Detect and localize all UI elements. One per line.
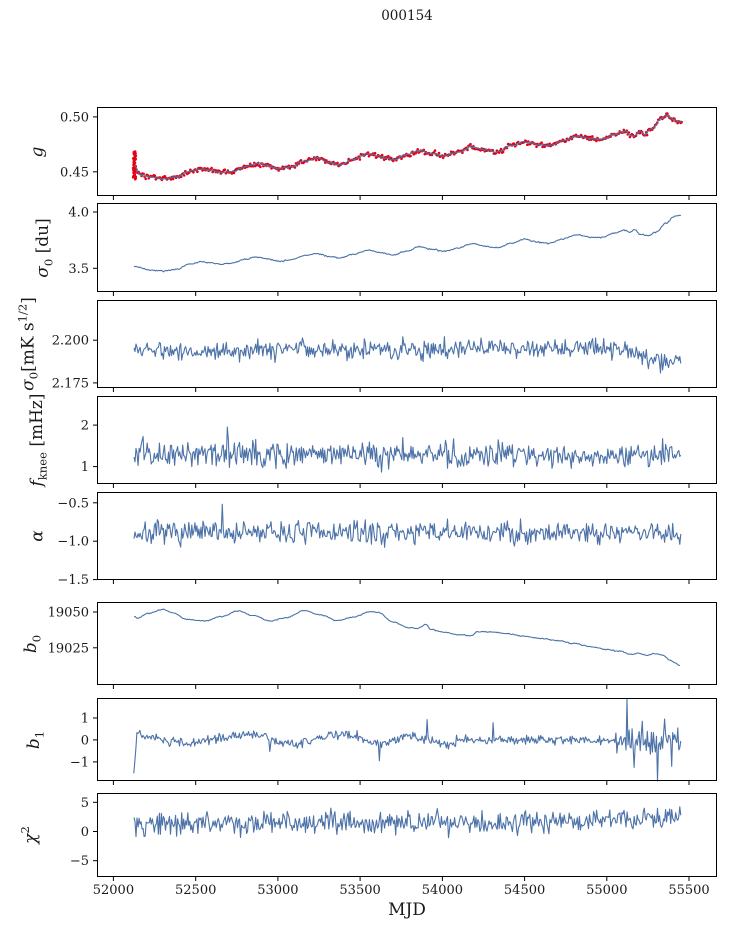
series-line-chi2 (133, 806, 682, 839)
plot-g: 0.50 0.45 (60, 107, 717, 200)
plot-b1: 1 0 −1 (70, 698, 717, 785)
x-axis-label: MJD (388, 900, 426, 920)
axes-frame (97, 396, 717, 484)
x-tick-label: 54000 (422, 883, 463, 898)
y-tick-label: 2.200 (52, 334, 89, 349)
y-tick-label: 0 (81, 733, 89, 748)
y-tick-label: 0.50 (60, 110, 89, 125)
axes-frame (97, 300, 717, 388)
y-axis-label-chi2: χ2 (18, 826, 41, 844)
y-axis-label-alpha: α (27, 530, 48, 542)
y-tick-label: 1 (81, 712, 89, 727)
panel-sigma0-mk: 2.200 2.175 (52, 300, 717, 392)
plot-fknee: 21 (81, 396, 717, 488)
y-axis-label-sigma0-du: σ0 [du] (33, 217, 56, 278)
y-tick-label: 0.45 (60, 165, 89, 180)
y-tick-label: −0.5 (57, 496, 89, 511)
x-tick-label: 54500 (504, 883, 545, 898)
y-tick-label: 19050 (48, 606, 89, 621)
figure-title: 000154 (381, 8, 433, 24)
y-axis-label-b0: b0 (21, 634, 44, 653)
axes-frame (97, 698, 717, 781)
series-line-sigma0-du (133, 214, 682, 273)
plot-sigma0-du: 4.0 3.5 (68, 203, 717, 296)
x-tick-label: 55000 (586, 883, 627, 898)
y-tick-label: 1 (81, 460, 89, 475)
panel-chi2: 52000 52500 53000 53500 54000 54500 55000 55500… (70, 793, 717, 898)
panel-sigma0-du: 4.0 3.5 (68, 203, 717, 296)
series-line-fknee (133, 426, 682, 473)
plot-chi2: 52000 52500 53000 53500 54000 54500 55000 55500… (70, 793, 717, 898)
x-tick-label: 53500 (339, 883, 380, 898)
x-tick-label: 52500 (175, 883, 216, 898)
series-line-b0 (133, 608, 681, 666)
y-tick-label: −1 (70, 755, 89, 770)
y-axis-label-b1: b1 (24, 730, 47, 749)
y-tick-label: 0 (81, 825, 89, 840)
y-tick-label: 3.5 (68, 262, 89, 277)
plot-b0: 19050 19025 (48, 602, 717, 689)
axes-frame (97, 203, 717, 292)
x-tick-label: 55500 (668, 883, 709, 898)
series-line-g (134, 114, 682, 180)
axes-frame (97, 602, 717, 685)
x-tick-label: 53000 (257, 883, 298, 898)
y-tick-label: 2 (81, 419, 89, 434)
y-tick-label: 5 (81, 796, 89, 811)
y-tick-label: 19025 (48, 641, 89, 656)
axes-frame (97, 107, 717, 196)
y-axis-label-sigma0-mk: σ0[mK s1/2] (15, 297, 41, 391)
panel-alpha: −0.5 −1.0 −1.5 (57, 492, 717, 588)
panel-b0: 19050 19025 (48, 602, 717, 689)
series-line-alpha (133, 503, 682, 548)
axes-frame (97, 492, 717, 580)
panel-g: 0.50 0.45 (60, 107, 717, 200)
y-tick-label: −1.0 (57, 535, 89, 550)
plot-alpha: −0.5 −1.0 −1.5 (57, 492, 717, 588)
y-axis-label-fknee: fknee [mHz] (27, 393, 50, 487)
series-line-b1 (133, 698, 682, 782)
y-tick-label: 2.175 (52, 376, 89, 391)
axes-frame (97, 793, 717, 877)
y-tick-label: −1.5 (57, 573, 89, 588)
y-axis-label-g: g (27, 146, 48, 157)
x-tick-label: 52000 (93, 883, 134, 898)
y-tick-label: 4.0 (68, 206, 89, 221)
panel-b1: 1 0 −1 (70, 698, 717, 785)
plot-sigma0-mk: 2.200 2.175 (52, 300, 717, 392)
y-tick-label: −5 (70, 854, 89, 869)
series-line-sigma0-mk (133, 336, 682, 374)
